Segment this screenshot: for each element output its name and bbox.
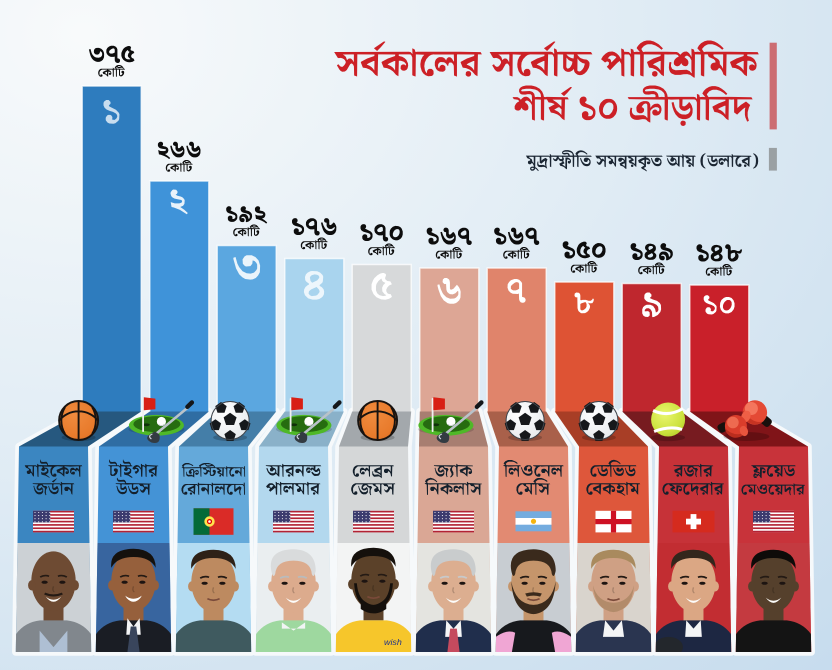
svg-text:wish: wish (384, 637, 402, 647)
